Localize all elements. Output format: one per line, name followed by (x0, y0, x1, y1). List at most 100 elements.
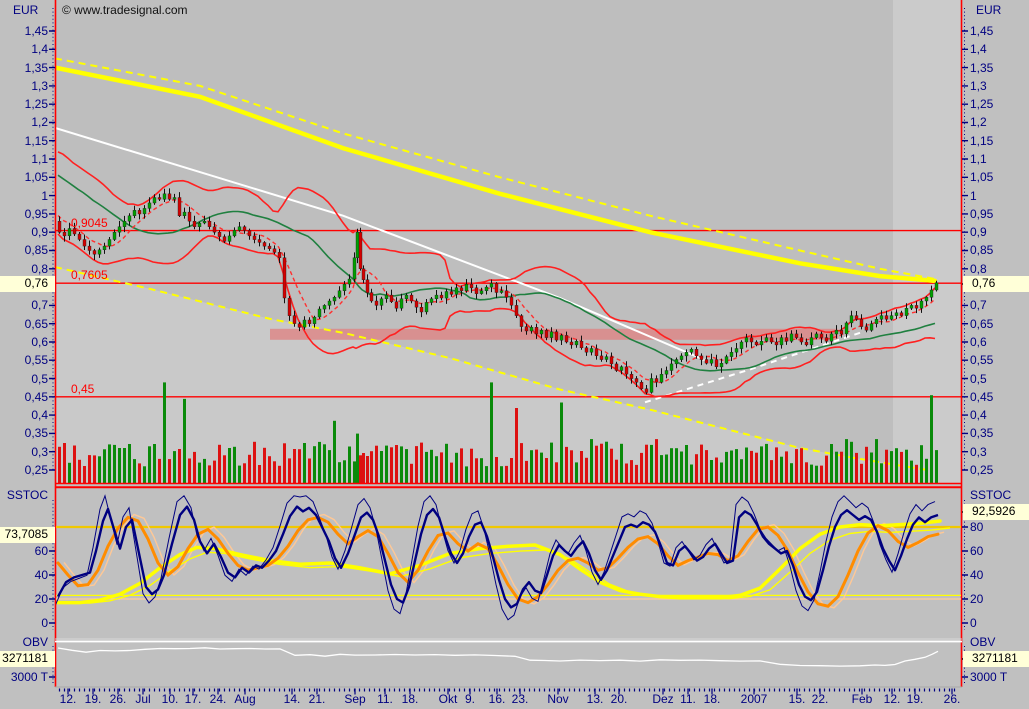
price-tick-right: 0,8 (970, 262, 987, 276)
price-tick-left: 1,3 (31, 79, 48, 93)
price-tick-left: 1,25 (24, 97, 48, 111)
date-tick-label: 26. (109, 692, 127, 706)
price-tick-right: 0,6 (970, 335, 987, 349)
date-tick-label: Nov (547, 692, 569, 706)
price-tick-right: 0,4 (970, 408, 987, 422)
date-tick-label: 10. (161, 692, 179, 706)
date-tick-label: Jul (135, 692, 151, 706)
price-tick-left: 1,2 (31, 115, 48, 129)
price-tick-right: 0,5 (970, 372, 987, 386)
date-tick-label: 26. (943, 692, 961, 706)
price-tick-right: 0,25 (970, 463, 994, 477)
sstoc-tick-right: 40 (970, 568, 984, 582)
price-tick-right: 0,65 (970, 317, 994, 331)
date-tick-label: Aug (234, 692, 256, 706)
obv-value-tag-right: 3271181 (963, 651, 1029, 667)
price-tick-right: 1,15 (970, 134, 994, 148)
obv-title-left: OBV (22, 635, 48, 649)
date-tick-label: 15. (788, 692, 806, 706)
date-tick-label: 12. (59, 692, 77, 706)
price-tick-left: 1,1 (31, 152, 48, 166)
price-tick-right: 0,45 (970, 390, 994, 404)
last-price-tag-right: 0,76 (963, 276, 1029, 292)
obv-title-right: OBV (970, 635, 996, 649)
price-tick-left: 0,8 (31, 262, 48, 276)
price-tick-right: 0,7 (970, 298, 987, 312)
date-tick-label: 17. (184, 692, 202, 706)
price-tick-right: 0,35 (970, 426, 994, 440)
date-tick-label: 11. (377, 692, 393, 706)
sstoc-tick-left: 40 (34, 568, 48, 582)
currency-label-left: EUR (13, 3, 39, 17)
last-price-tag-left: 0,76 (0, 276, 55, 292)
date-tick-label: 11. (680, 692, 696, 706)
price-tick-left: 0,4 (31, 408, 48, 422)
sstoc-tick-right: 20 (970, 592, 984, 606)
price-tick-right: 1,45 (970, 24, 994, 38)
sstoc-tick-left: 0 (41, 616, 48, 630)
price-tick-left: 0,9 (31, 225, 48, 239)
price-tick-right: 1,35 (970, 61, 994, 75)
sstoc-value-tag-right: 92,5926 (963, 504, 1029, 520)
price-tick-left: 0,25 (24, 463, 48, 477)
price-tick-left: 0,6 (31, 335, 48, 349)
price-tick-right: 0,95 (970, 207, 994, 221)
main-chart-plot[interactable] (56, 0, 961, 483)
obv-value-tag-left: 3271181 (0, 651, 55, 667)
price-tick-right: 1,2 (970, 115, 987, 129)
sstoc-tick-right: 60 (970, 544, 984, 558)
price-tick-right: 1,25 (970, 97, 994, 111)
price-tick-right: 1,1 (970, 152, 987, 166)
date-tick-label: 18. (401, 692, 419, 706)
date-tick-label: 19. (84, 692, 102, 706)
date-tick-label: Dez (652, 692, 674, 706)
date-tick-label: 22. (811, 692, 829, 706)
obv-plot[interactable] (56, 642, 961, 687)
sstoc-tick-left: 60 (34, 544, 48, 558)
date-tick-label: 18. (703, 692, 721, 706)
sstoc-title-right: SSTOC (970, 488, 1012, 502)
date-tick-label: 24. (209, 692, 227, 706)
obv-scale-label-left: 3000 T (10, 670, 48, 684)
sstoc-value-tag-left: 73,7085 (0, 527, 55, 543)
price-tick-right: 1 (970, 189, 977, 203)
price-tick-left: 1,05 (24, 170, 48, 184)
date-tick-label: 9. (464, 692, 475, 706)
date-tick-label: 19. (906, 692, 924, 706)
date-tick-label: Feb (851, 692, 873, 706)
level-label-0-7605: 0,7605 (71, 268, 108, 282)
price-tick-left: 1 (41, 189, 48, 203)
date-tick-label: 23. (511, 692, 529, 706)
price-tick-left: 1,4 (31, 42, 48, 56)
price-tick-left: 0,95 (24, 207, 48, 221)
date-tick-label: 16. (488, 692, 506, 706)
price-tick-left: 0,55 (24, 353, 48, 367)
currency-label-right: EUR (976, 3, 1002, 17)
price-tick-left: 1,35 (24, 61, 48, 75)
price-tick-right: 1,4 (970, 42, 987, 56)
price-tick-right: 0,9 (970, 225, 987, 239)
date-tick-label: 21. (308, 692, 326, 706)
sstoc-plot[interactable] (56, 488, 961, 637)
copyright-watermark: © www.tradesignal.com (62, 3, 188, 17)
price-tick-right: 1,3 (970, 79, 987, 93)
date-tick-label: 14. (283, 692, 301, 706)
price-tick-left: 0,35 (24, 426, 48, 440)
obv-scale-label-right: 3000 T (970, 670, 1008, 684)
price-tick-left: 0,7 (31, 298, 48, 312)
sstoc-tick-right: 0 (970, 616, 977, 630)
price-tick-right: 0,85 (970, 243, 994, 257)
price-tick-right: 0,55 (970, 353, 994, 367)
price-tick-left: 1,45 (24, 24, 48, 38)
price-tick-left: 0,65 (24, 317, 48, 331)
date-tick-label: 13. (586, 692, 604, 706)
price-tick-left: 0,45 (24, 390, 48, 404)
date-tick-label: 2007 (740, 692, 768, 706)
date-tick-label: 12. (883, 692, 901, 706)
price-tick-right: 1,05 (970, 170, 994, 184)
price-tick-left: 1,15 (24, 134, 48, 148)
date-tick-label: Okt (438, 692, 458, 706)
price-tick-left: 0,85 (24, 243, 48, 257)
